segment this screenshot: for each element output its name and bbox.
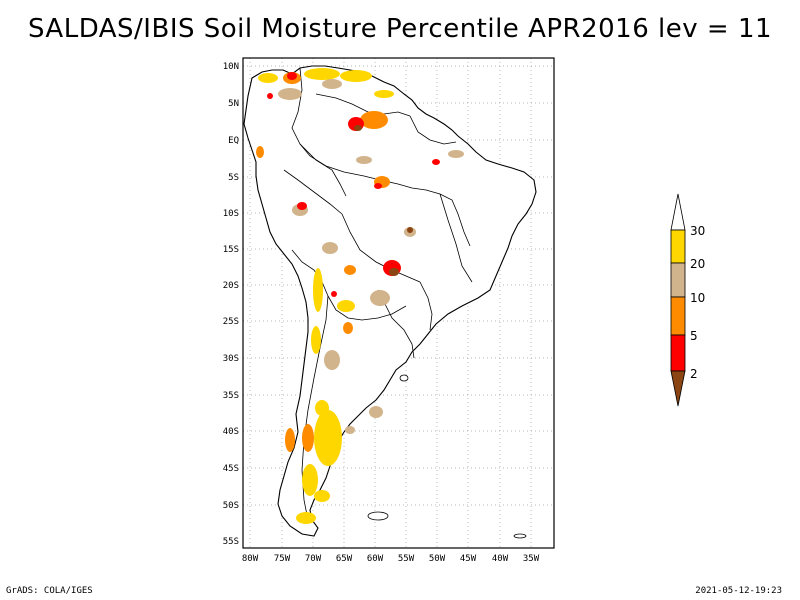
lon-label: 55W [398, 554, 415, 564]
colorbar-top-arrow [670, 193, 686, 231]
lon-label: 80W [242, 554, 259, 564]
colorbar-label: 30 [690, 224, 705, 238]
colorbar-bottom-arrow [670, 370, 686, 407]
longitude-labels: 80W 75W 70W 65W 60W 55W 50W 45W 40W 35W [242, 554, 540, 564]
country-borders [283, 67, 473, 521]
lat-label: 5S [228, 173, 239, 183]
lon-label: 35W [523, 554, 540, 564]
colorbar [670, 193, 686, 407]
footer-timestamp: 2021-05-12-19:23 [695, 586, 782, 596]
chart-title: SALDAS/IBIS Soil Moisture Percentile APR… [27, 14, 773, 44]
map-frame [242, 57, 555, 549]
colorbar-label: 10 [690, 291, 705, 305]
lat-label: 10N [223, 62, 239, 72]
latitude-labels: 10N 5N EQ 5S 10S 15S 20S 25S 30S 35S 40S… [223, 62, 239, 547]
colorbar-segment-20-30 [670, 229, 686, 264]
lon-label: 50W [429, 554, 446, 564]
lat-label: 15S [223, 245, 239, 255]
colorbar-label: 2 [690, 367, 698, 381]
lon-label: 40W [492, 554, 509, 564]
colorbar-labels: 2 5 10 20 30 [690, 224, 705, 381]
lat-label: 55S [223, 537, 239, 547]
lat-label: 35S [223, 391, 239, 401]
lat-label: 40S [223, 427, 239, 437]
colorbar-segment-5-10 [670, 296, 686, 336]
south-america-outline [243, 65, 537, 537]
lat-label: 5N [228, 99, 239, 109]
colorbar-segment-2-5 [670, 334, 686, 372]
lat-label: 20S [223, 281, 239, 291]
islands [367, 374, 527, 539]
colorbar-label: 5 [690, 329, 698, 343]
lon-label: 70W [305, 554, 322, 564]
lat-label: 25S [223, 317, 239, 327]
lat-label: 45S [223, 464, 239, 474]
lat-label: 30S [223, 354, 239, 364]
lat-label: 10S [223, 209, 239, 219]
lon-label: 60W [367, 554, 384, 564]
colorbar-label: 20 [690, 257, 705, 271]
colorbar-segment-10-20 [670, 262, 686, 298]
lon-label: 45W [460, 554, 477, 564]
lon-label: 65W [336, 554, 353, 564]
lat-label: 50S [223, 501, 239, 511]
lon-label: 75W [274, 554, 291, 564]
footer-credit: GrADS: COLA/IGES [6, 586, 93, 596]
percentile-patches [256, 68, 464, 524]
lat-label: EQ [228, 136, 239, 146]
